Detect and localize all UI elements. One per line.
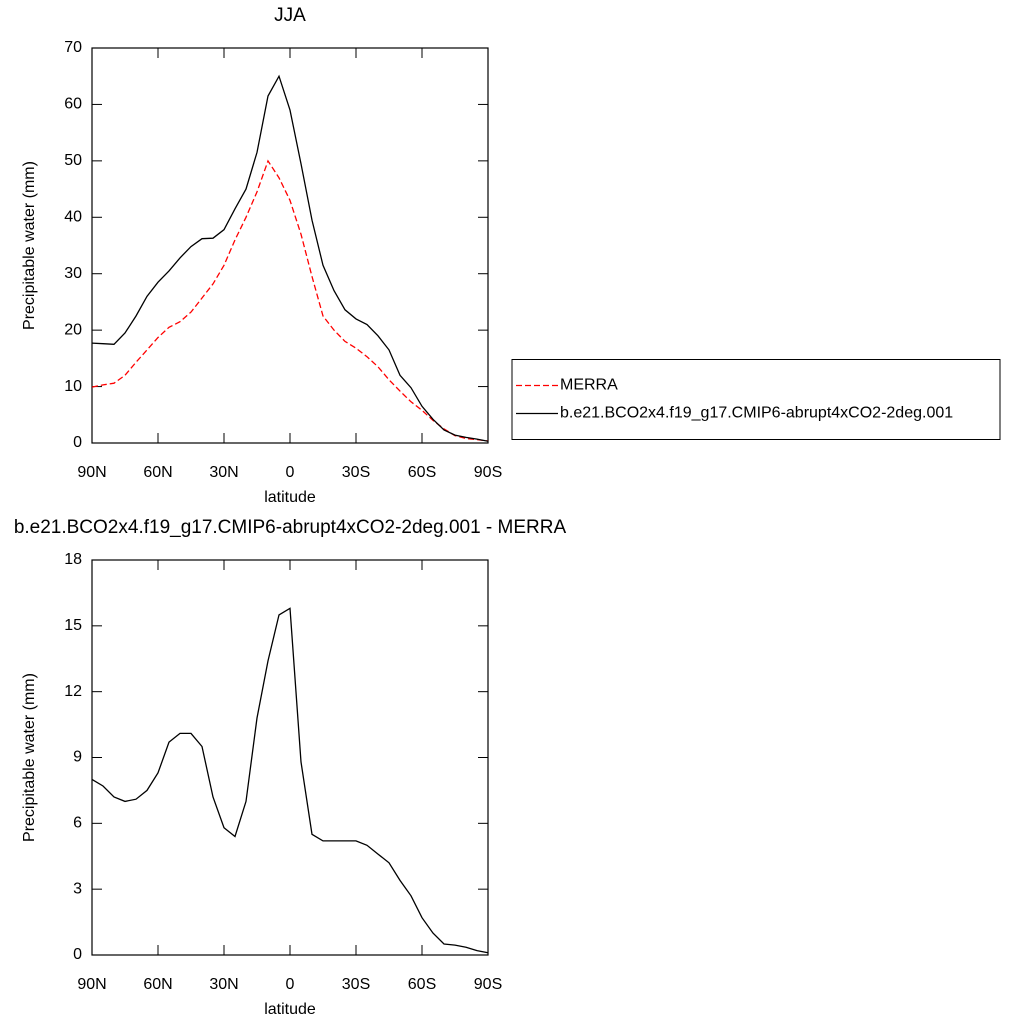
y-tick-label: 30: [64, 265, 82, 282]
x-tick-label: 30N: [209, 464, 238, 481]
y-tick-label: 50: [64, 152, 82, 169]
legend-label: b.e21.BCO2x4.f19_g17.CMIP6-abrupt4xCO2-2…: [560, 405, 953, 422]
y-tick-label: 60: [64, 96, 82, 113]
data-line: [91, 607, 489, 954]
x-tick-label: 60S: [408, 976, 436, 993]
plot-frame: [91, 559, 489, 956]
y-tick-label: 18: [64, 551, 82, 568]
x-tick-label: 0: [286, 976, 295, 993]
x-axis-label: latitude: [264, 1001, 316, 1018]
y-axis-label: Precipitable water (mm): [21, 161, 38, 330]
y-tick-label: 10: [64, 378, 82, 395]
y-tick-label: 0: [73, 434, 82, 451]
data-line: [91, 159, 489, 442]
y-tick-label: 20: [64, 321, 82, 338]
chart-title: b.e21.BCO2x4.f19_g17.CMIP6-abrupt4xCO2-2…: [14, 517, 567, 538]
data-line: [91, 74, 489, 442]
x-tick-label: 60N: [143, 464, 172, 481]
x-tick-label: 30S: [342, 976, 370, 993]
legend-label: MERRA: [560, 377, 618, 394]
y-tick-label: 12: [64, 683, 82, 700]
x-tick-label: 30N: [209, 976, 238, 993]
y-tick-label: 9: [73, 749, 82, 766]
y-axis-label: Precipitable water (mm): [21, 673, 38, 842]
legend-box: [511, 359, 1001, 440]
x-tick-label: 60S: [408, 464, 436, 481]
chart-title: JJA: [274, 5, 306, 26]
x-axis-label: latitude: [264, 489, 316, 506]
plot-frame: [91, 47, 489, 444]
x-tick-label: 90N: [77, 976, 106, 993]
y-tick-label: 70: [64, 39, 82, 56]
y-tick-label: 6: [73, 815, 82, 832]
y-tick-label: 3: [73, 880, 82, 897]
x-tick-label: 90S: [474, 976, 502, 993]
y-tick-label: 40: [64, 209, 82, 226]
x-tick-label: 0: [286, 464, 295, 481]
x-tick-label: 60N: [143, 976, 172, 993]
x-tick-label: 90N: [77, 464, 106, 481]
x-tick-label: 90S: [474, 464, 502, 481]
x-tick-label: 30S: [342, 464, 370, 481]
y-tick-label: 15: [64, 617, 82, 634]
y-tick-label: 0: [73, 946, 82, 963]
